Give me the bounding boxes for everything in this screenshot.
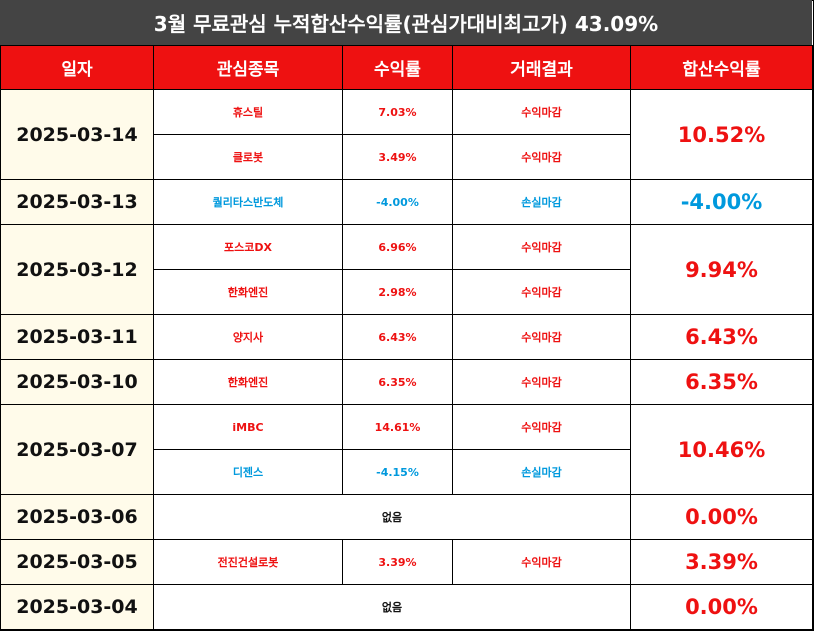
table-row: 2025-03-13 퀄리타스반도체 -4.00% 손실마감 -4.00% <box>0 179 813 225</box>
table-row: 2025-03-05 전진건설로봇 3.39% 수익마감 3.39% <box>0 539 813 585</box>
stock-name-cell: 클로봇 <box>153 134 343 180</box>
result-cell: 수익마감 <box>452 404 631 450</box>
result-cell: 수익마감 <box>452 269 631 315</box>
table-row: 한화엔진 2.98% 수익마감 <box>1 269 813 315</box>
table-row: 2025-03-07 iMBC 14.61% 수익마감 10.46% <box>0 404 813 495</box>
header-result: 거래결과 <box>452 45 631 90</box>
rate-cell: 3.49% <box>342 134 453 180</box>
table-row: 디젠스 -4.15% 손실마감 <box>1 449 813 495</box>
rate-cell: 14.61% <box>342 404 453 450</box>
result-cell: 수익마감 <box>452 89 631 135</box>
header-stock: 관심종목 <box>153 45 343 90</box>
rate-cell: 6.96% <box>342 224 453 270</box>
stock-name-cell: 포스코DX <box>153 224 343 270</box>
date-cell: 2025-03-13 <box>0 179 154 225</box>
total-return-cell: 0.00% <box>630 584 813 630</box>
total-return-cell: -4.00% <box>630 179 813 225</box>
rate-cell: 7.03% <box>342 89 453 135</box>
result-cell: 수익마감 <box>452 359 631 405</box>
no-pick-cell: 없음 <box>153 584 631 630</box>
rate-cell: 3.39% <box>342 539 453 585</box>
date-cell: 2025-03-12 <box>0 224 154 315</box>
stock-name-cell: 휴스틸 <box>153 89 343 135</box>
date-cell: 2025-03-10 <box>0 359 154 405</box>
header-rate: 수익률 <box>342 45 453 90</box>
table-body: 2025-03-14 휴스틸 7.03% 수익마감 10.52% 클로봇 3.49% 수익마감… <box>0 89 813 630</box>
stock-name-cell: 디젠스 <box>153 449 343 495</box>
result-cell: 수익마감 <box>452 134 631 180</box>
stock-name-cell: 퀄리타스반도체 <box>153 179 343 225</box>
table-row: 2025-03-04 없음 0.00% <box>0 584 813 630</box>
total-return-cell: 10.52% <box>630 89 813 180</box>
stock-name-cell: 한화엔진 <box>153 359 343 405</box>
date-cell: 2025-03-04 <box>0 584 154 630</box>
total-return-cell: 6.35% <box>630 359 813 405</box>
table-row: 2025-03-12 포스코DX 6.96% 수익마감 9.94% <box>0 224 813 315</box>
stock-name-cell: 전진건설로봇 <box>153 539 343 585</box>
date-cell: 2025-03-11 <box>0 314 154 360</box>
date-cell: 2025-03-14 <box>0 89 154 180</box>
total-return-cell: 10.46% <box>630 404 813 495</box>
total-return-cell: 6.43% <box>630 314 813 360</box>
result-cell: 손실마감 <box>452 179 631 225</box>
table-row: 2025-03-10 한화엔진 6.35% 수익마감 6.35% <box>0 359 813 405</box>
rate-cell: 2.98% <box>342 269 453 315</box>
stock-name-cell: 한화엔진 <box>153 269 343 315</box>
total-return-cell: 9.94% <box>630 224 813 315</box>
date-cell: 2025-03-07 <box>0 404 154 495</box>
rate-cell: 6.43% <box>342 314 453 360</box>
table-row: 클로봇 3.49% 수익마감 <box>1 134 813 180</box>
returns-table: 일자 관심종목 수익률 거래결과 합산수익률 2025-03-14 휴스틸 7.03… <box>0 45 813 630</box>
result-cell: 수익마감 <box>452 224 631 270</box>
rate-cell: -4.15% <box>342 449 453 495</box>
table-row: 2025-03-11 양지사 6.43% 수익마감 6.43% <box>0 314 813 360</box>
stock-name-cell: 양지사 <box>153 314 343 360</box>
result-cell: 수익마감 <box>452 314 631 360</box>
header-date: 일자 <box>0 45 154 90</box>
rate-cell: 6.35% <box>342 359 453 405</box>
result-cell: 손실마감 <box>452 449 631 495</box>
total-return-cell: 3.39% <box>630 539 813 585</box>
total-return-cell: 0.00% <box>630 494 813 540</box>
no-pick-cell: 없음 <box>153 494 631 540</box>
page-title: 3월 무료관심 누적합산수익률(관심가대비최고가) 43.09% <box>0 0 812 45</box>
header-row: 일자 관심종목 수익률 거래결과 합산수익률 <box>0 45 813 90</box>
rate-cell: -4.00% <box>342 179 453 225</box>
date-cell: 2025-03-05 <box>0 539 154 585</box>
stock-name-cell: iMBC <box>153 404 343 450</box>
header-total: 합산수익률 <box>630 45 813 90</box>
result-cell: 수익마감 <box>452 539 631 585</box>
date-cell: 2025-03-06 <box>0 494 154 540</box>
table-row: 2025-03-06 없음 0.00% <box>0 494 813 540</box>
table-row: 2025-03-14 휴스틸 7.03% 수익마감 10.52% <box>0 89 813 180</box>
